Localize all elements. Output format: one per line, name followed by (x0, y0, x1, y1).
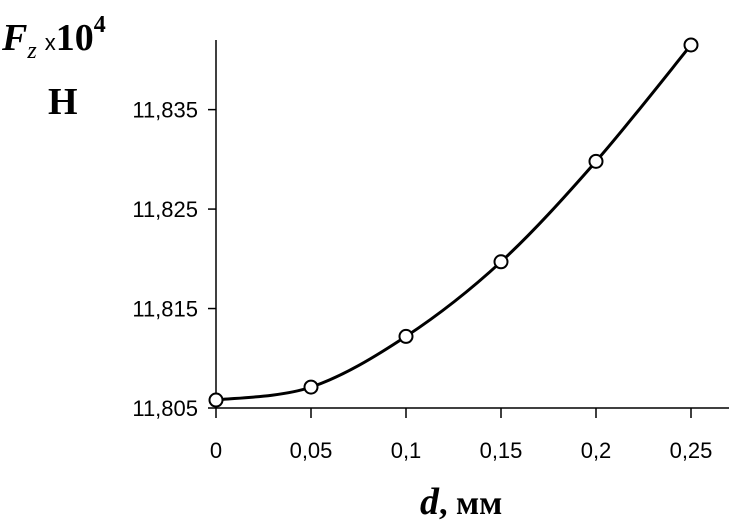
y-tick-label: 11,805 (132, 396, 198, 421)
x-label-variable: d (420, 481, 440, 523)
data-point (303, 379, 319, 395)
x-tick-label: 0,15 (480, 438, 523, 463)
y-tick-label: 11,815 (132, 297, 198, 322)
y-axis-label: Fz x104 (1, 12, 106, 64)
data-point (588, 153, 604, 169)
y-tick-label: 11,825 (132, 197, 198, 222)
x-tick-label: 0 (210, 438, 222, 463)
x-axis-label: d, мм (420, 481, 502, 523)
data-point (493, 254, 509, 270)
y-axis-unit: Н (48, 81, 78, 123)
y-ticks: 11,805 11,815 11,825 11,835 (132, 98, 216, 421)
data-point (683, 37, 699, 53)
series-line (215, 44, 693, 402)
axes (215, 40, 729, 409)
y-label-variable: F (1, 17, 27, 59)
x-tick-label: 0,05 (290, 438, 333, 463)
x-tick-label: 0,1 (391, 438, 422, 463)
x-tick-label: 0,2 (581, 438, 612, 463)
y-label-exponent: 4 (94, 12, 106, 38)
series-group (208, 37, 699, 408)
y-tick-label: 11,835 (132, 98, 198, 123)
x-tick-label: 0,25 (670, 438, 713, 463)
y-label-base: 10 (56, 17, 94, 59)
x-label-unit: , мм (439, 485, 502, 522)
y-label-multiplier: x (45, 30, 56, 55)
data-point (208, 392, 224, 408)
x-ticks: 0 0,05 0,1 0,15 0,2 0,25 (210, 408, 713, 463)
y-label-subscript: z (26, 38, 37, 64)
data-point (398, 328, 414, 344)
